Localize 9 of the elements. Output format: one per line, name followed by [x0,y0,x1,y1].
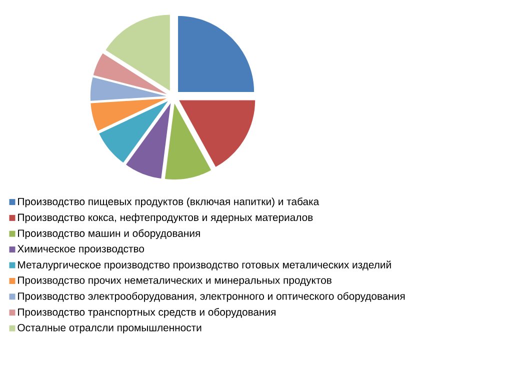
legend-label: Производство транспортных средств и оборудования [18,308,276,318]
legend-label: Производство электрооборудования, электронного и оптического оборудования [18,292,405,302]
legend-label: Производство прочих неметалических и минеральных продуктов [18,276,332,286]
legend-label: Производство кокса, нефтепродуктов и ядерных материалов [18,213,313,224]
legend-label: Осталные отралсли промышленности [18,324,202,334]
legend-label: Химическое производство [17,245,144,254]
legend-label: Производство пищевых продуктов (включая напитки) и табака [18,197,320,208]
legend-label: Металургическое производство производство готовых металических изделий [18,260,391,271]
legend-label: Производство машин и оборудования [18,229,200,240]
